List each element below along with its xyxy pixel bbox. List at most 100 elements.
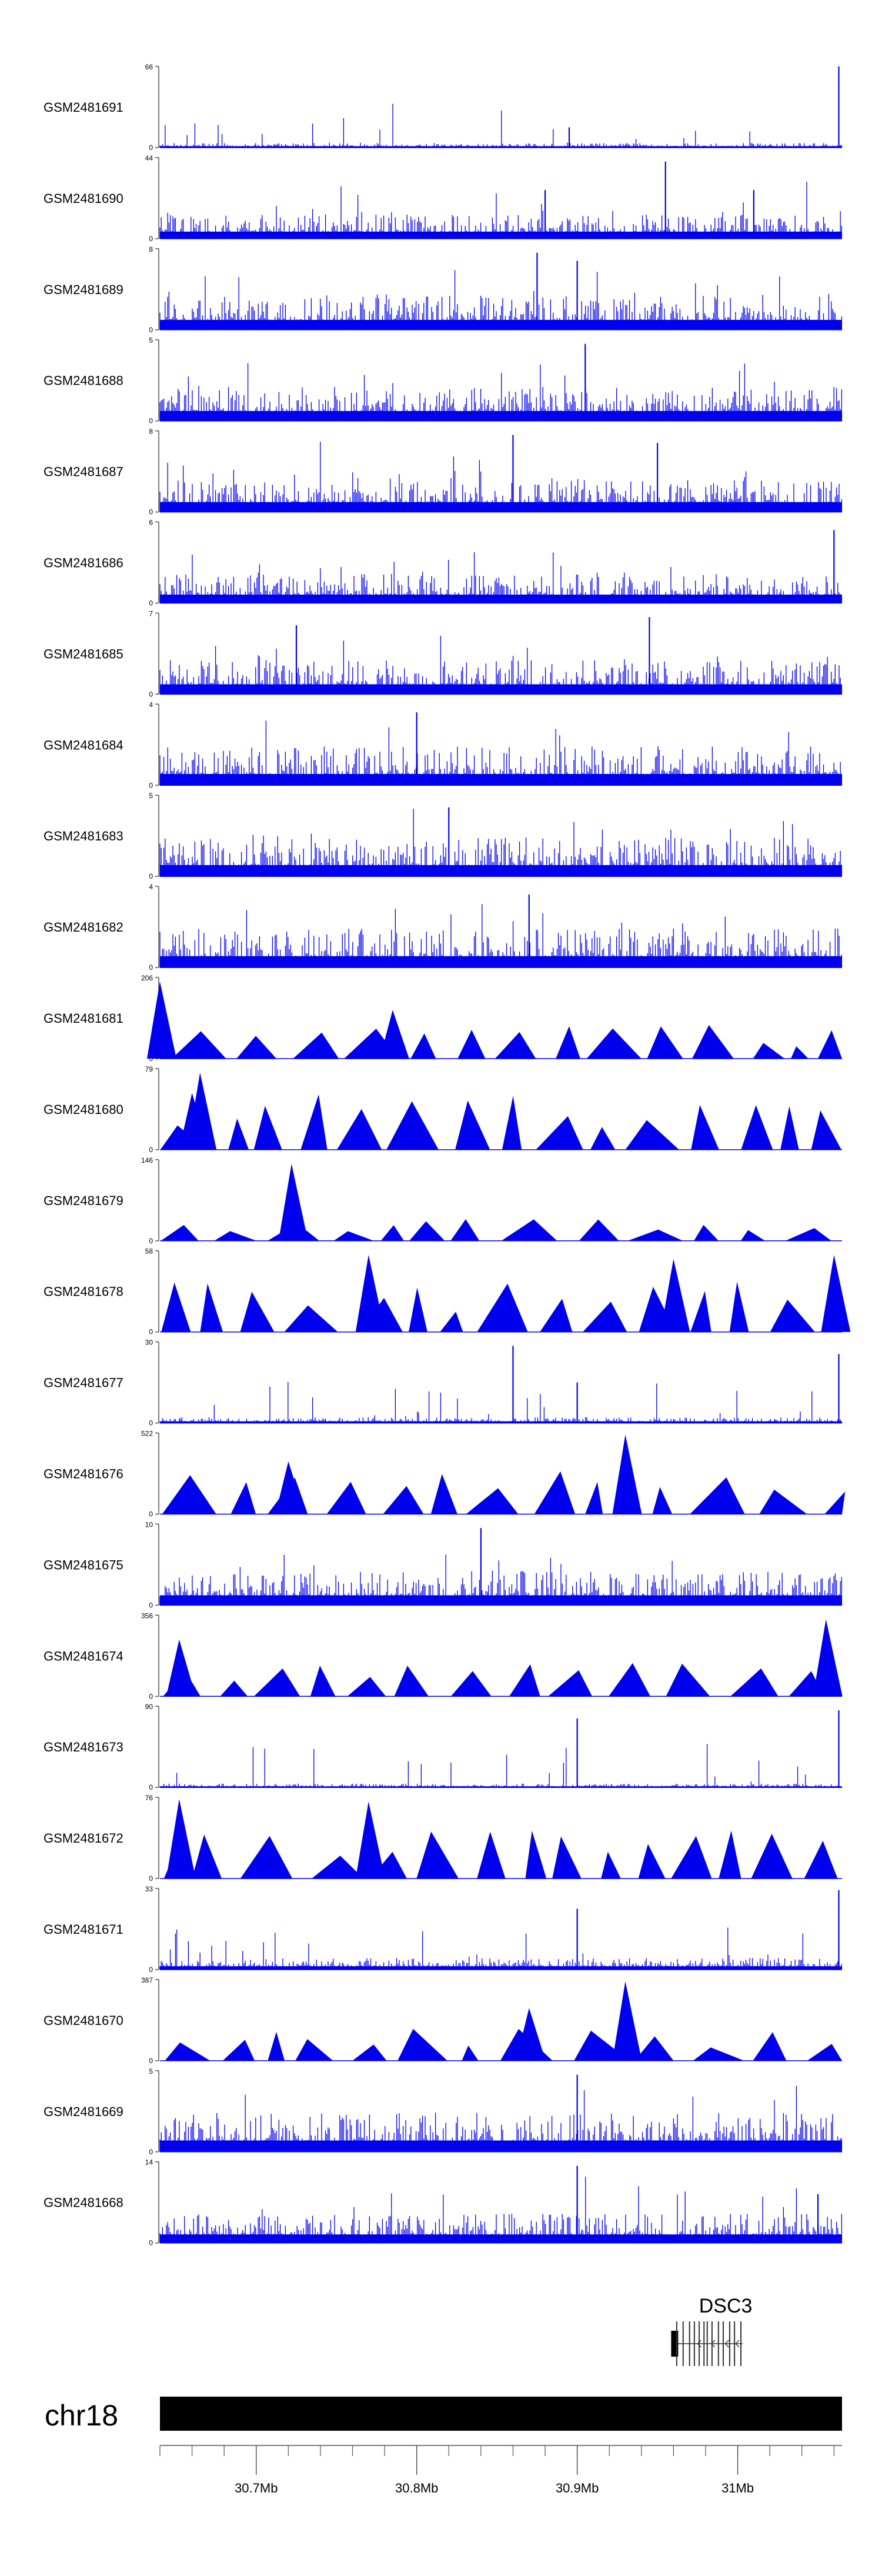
y-max-label: 58	[145, 1247, 153, 1256]
track-label: GSM2481684	[44, 738, 123, 752]
signal-peak	[147, 981, 176, 1059]
y-min-label: 0	[149, 326, 153, 334]
signal-triangles	[172, 1025, 842, 1059]
track-label: GSM2481685	[44, 646, 123, 661]
signal-bars	[159, 1927, 843, 1970]
y-max-label: 10	[145, 1520, 153, 1529]
signal-peak	[612, 1434, 642, 1514]
signal-bars	[159, 636, 843, 695]
y-min-label: 0	[149, 690, 153, 698]
y-max-label: 79	[145, 1065, 153, 1073]
signal-bars	[159, 104, 843, 148]
signal-peak	[813, 1619, 843, 1697]
x-tick-label: 30.9Mb	[556, 2481, 599, 2495]
signal-triangles	[162, 1471, 846, 1514]
y-min-label: 0	[149, 1966, 153, 1974]
y-min-label: 0	[149, 1874, 153, 1883]
track-GSM2481669: GSM2481669 5 0	[44, 2067, 843, 2156]
signal-triangles	[163, 1663, 824, 1697]
track-label: GSM2481674	[44, 1649, 123, 1663]
y-min-label: 0	[149, 1419, 153, 1427]
signal-peak	[355, 1801, 385, 1879]
y-min-label: 0	[149, 508, 153, 516]
signal-triangles	[161, 1282, 815, 1332]
track-label: GSM2481689	[44, 282, 123, 297]
track-label: GSM2481673	[44, 1740, 123, 1754]
track-GSM2481677: GSM2481677 30 0	[44, 1339, 843, 1427]
y-min-label: 0	[149, 1237, 153, 1245]
track-GSM2481668: GSM2481668 14 0	[44, 2158, 843, 2247]
track-GSM2481684: GSM2481684 4 0	[44, 700, 843, 789]
gene-label: DSC3	[699, 2295, 753, 2317]
y-min-label: 0	[149, 963, 153, 972]
track-GSM2481681: GSM24816812060	[44, 974, 842, 1063]
y-max-label: 5	[149, 2067, 153, 2076]
signal-bars	[159, 2177, 843, 2243]
track-label: GSM2481682	[44, 920, 123, 935]
y-max-label: 4	[149, 883, 153, 891]
track-GSM2481689: GSM2481689 8 0	[44, 245, 843, 334]
y-max-label: 8	[149, 245, 153, 253]
track-label: GSM2481690	[44, 191, 123, 206]
y-max-label: 5	[149, 792, 153, 800]
track-GSM2481682: GSM2481682 4 0	[44, 883, 843, 972]
y-max-label: 8	[149, 428, 153, 436]
track-label: GSM2481680	[44, 1102, 123, 1117]
signal-peak	[179, 1093, 209, 1150]
signal-bars	[159, 270, 843, 330]
y-min-label: 0	[149, 1692, 153, 1700]
track-label: GSM2481675	[44, 1557, 123, 1572]
track-GSM2481690: GSM2481690 44 0	[44, 154, 843, 243]
y-min-label: 0	[149, 781, 153, 789]
track-GSM2481673: GSM2481673 90 0	[44, 1703, 843, 1791]
signal-bars	[159, 1382, 843, 1423]
y-max-label: 6	[149, 519, 153, 527]
signal-peak	[612, 1981, 642, 2061]
y-max-label: 146	[141, 1156, 153, 1164]
y-min-label: 0	[149, 599, 153, 608]
track-GSM2481691: GSM2481691 66 0	[44, 63, 843, 152]
y-min-label: 0	[149, 1510, 153, 1519]
track-GSM2481674: GSM2481674 356 0	[44, 1611, 843, 1700]
signal-peak	[275, 1461, 305, 1514]
signal-peak	[355, 1254, 385, 1332]
y-max-label: 4	[149, 700, 153, 709]
y-min-label: 0	[149, 2057, 153, 2065]
strand-arrow-icon	[711, 2340, 716, 2348]
y-max-label: 522	[141, 1430, 153, 1438]
track-label: GSM2481677	[44, 1376, 123, 1390]
track-label: GSM2481688	[44, 373, 123, 388]
signal-tracks: GSM2481691660GSM2481690440GSM248168980GS…	[44, 63, 851, 2247]
track-GSM2481688: GSM2481688 5 0	[44, 336, 843, 425]
chromosome-ideogram: chr18 30.7Mb 30.8Mb 30.9Mb 31Mb	[45, 2397, 842, 2495]
track-GSM2481671: GSM2481671 33 0	[44, 1885, 843, 1974]
y-max-label: 33	[145, 1885, 153, 1893]
signal-bars	[159, 2086, 843, 2152]
track-label: GSM2481683	[44, 829, 123, 843]
signal-bars	[159, 1744, 843, 1788]
track-GSM2481687: GSM2481687 8 0	[44, 428, 843, 516]
signal-peak	[660, 1259, 690, 1332]
y-min-label: 0	[149, 1601, 153, 1609]
track-label: GSM2481679	[44, 1193, 123, 1208]
y-min-label: 0	[149, 2148, 153, 2156]
track-GSM2481675: GSM2481675 10 0	[44, 1520, 843, 1609]
signal-triangles	[160, 1094, 841, 1150]
signal-peak	[166, 1639, 196, 1697]
track-GSM2481678: GSM2481678 58 0	[44, 1247, 851, 1336]
signal-baseline	[160, 1421, 842, 1423]
signal-bars	[159, 1554, 843, 1606]
track-label: GSM2481691	[44, 100, 123, 115]
track-label: GSM2481668	[44, 2195, 123, 2210]
y-min-label: 0	[149, 144, 153, 152]
track-label: GSM2481686	[44, 556, 123, 570]
track-GSM2481670: GSM2481670 387 0	[44, 1976, 842, 2065]
signal-triangles	[165, 2028, 842, 2061]
y-max-label: 387	[141, 1976, 153, 1984]
y-min-label: 0	[149, 235, 153, 243]
track-label: GSM2481672	[44, 1831, 123, 1846]
y-max-label: 7	[149, 609, 153, 618]
signal-baseline	[160, 1786, 842, 1788]
track-GSM2481683: GSM2481683 5 0	[44, 792, 843, 880]
